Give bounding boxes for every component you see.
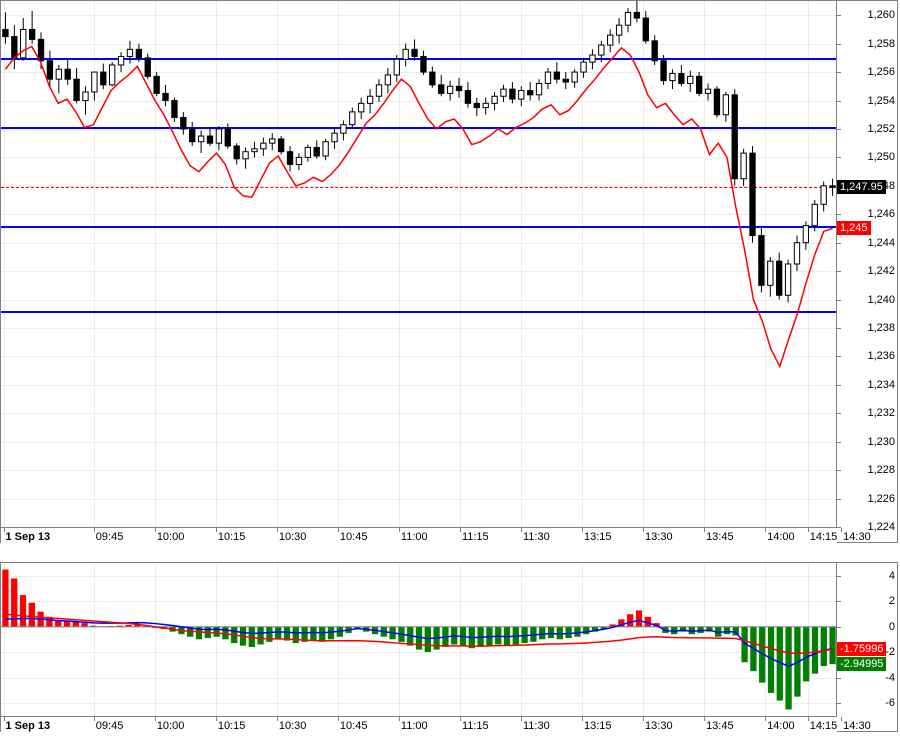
x-tick-label: 10:15 [218, 531, 246, 543]
x-tick-label: 09:45 [96, 720, 124, 732]
x-tick-label: 11:15 [462, 720, 489, 732]
price-chart[interactable]: 1,224 1,226 1,228 1,230 1,232 1,234 1,236 1,238… [0, 0, 898, 543]
y-tick-label: -6 [885, 697, 895, 709]
price-badge: 1,245 [837, 221, 871, 235]
x-tick-label: 09:45 [96, 531, 124, 543]
x-tick-label: 13:30 [645, 531, 673, 543]
x-tick-label: 10:45 [340, 531, 368, 543]
x-tick-label: 14:15 [810, 531, 838, 543]
x-tick-label: 1 Sep 13 [6, 720, 51, 732]
x-tick-label: 14:30 [843, 720, 871, 732]
y-tick-label: 1,250 [867, 151, 895, 163]
y-tick-label: 2 [889, 595, 895, 607]
y-tick-label: 1,224 [867, 521, 895, 533]
y-tick-label: 1,236 [867, 350, 895, 362]
x-tick-label: 13:15 [584, 720, 612, 732]
y-tick-label: 1,242 [867, 265, 895, 277]
y-tick-label: 1,260 [867, 9, 895, 21]
price-badge: -1.75996 [837, 642, 886, 656]
x-tick-label: 14:00 [767, 720, 795, 732]
x-tick-label: 14:15 [810, 720, 838, 732]
x-tick-label: 11:15 [462, 531, 489, 543]
price-y-axis: 1,2241,2261,2281,2301,2321,2341,2361,238… [837, 1, 899, 527]
x-tick-label: 10:30 [279, 720, 307, 732]
y-tick-label: 1,252 [867, 123, 895, 135]
y-tick-label: 1,244 [867, 237, 895, 249]
y-tick-label: 4 [889, 570, 895, 582]
x-tick-label: 13:15 [584, 531, 612, 543]
y-tick-label: 1,258 [867, 38, 895, 50]
indicator-x-axis: 1 Sep 13 09:45 10:00 10:15 10:30 10:45 11:00 11… [1, 716, 837, 733]
x-tick-label: 11:00 [401, 531, 428, 543]
x-tick-label: 10:15 [218, 720, 246, 732]
y-tick-label: 1,254 [867, 95, 895, 107]
x-tick-label: 11:30 [523, 720, 550, 732]
price-badge: -2.94995 [837, 657, 886, 671]
x-tick-label: 10:30 [279, 531, 307, 543]
y-tick-label: 1,246 [867, 208, 895, 220]
x-tick-label: 13:30 [645, 720, 673, 732]
y-tick-label: 1,238 [867, 322, 895, 334]
y-tick-label: 1,228 [867, 464, 895, 476]
y-tick-label: 1,226 [867, 493, 895, 505]
y-tick-label: 1,232 [867, 407, 895, 419]
x-tick-label: 14:00 [767, 531, 795, 543]
price-badge: 1,247.95 [837, 180, 886, 194]
indicator-chart[interactable]: -6 -4 -2 0 2 4 -1.75996-2.94995 1 Sep 13 09:45 10… [0, 562, 898, 732]
y-tick-label: -4 [885, 672, 895, 684]
y-tick-label: 1,230 [867, 436, 895, 448]
y-tick-label: 1,234 [867, 379, 895, 391]
x-tick-label: 1 Sep 13 [6, 531, 51, 543]
x-tick-label: 14:30 [843, 531, 871, 543]
x-tick-label: 13:45 [706, 720, 734, 732]
y-tick-label: -2 [885, 646, 895, 658]
x-tick-label: 13:45 [706, 531, 734, 543]
price-x-axis: 1 Sep 13 09:45 10:00 10:15 10:30 10:45 11:00 11… [1, 527, 837, 544]
x-tick-label: 11:00 [401, 720, 428, 732]
y-tick-label: 1,256 [867, 66, 895, 78]
x-tick-label: 10:00 [157, 720, 185, 732]
y-tick-label: 1,240 [867, 294, 895, 306]
x-tick-label: 10:00 [157, 531, 185, 543]
indicator-y-axis: -6 -4 -2 0 2 4 -1.75996-2.94995 [837, 563, 899, 716]
y-tick-label: 0 [889, 621, 895, 633]
x-tick-label: 11:30 [523, 531, 550, 543]
x-tick-label: 10:45 [340, 720, 368, 732]
